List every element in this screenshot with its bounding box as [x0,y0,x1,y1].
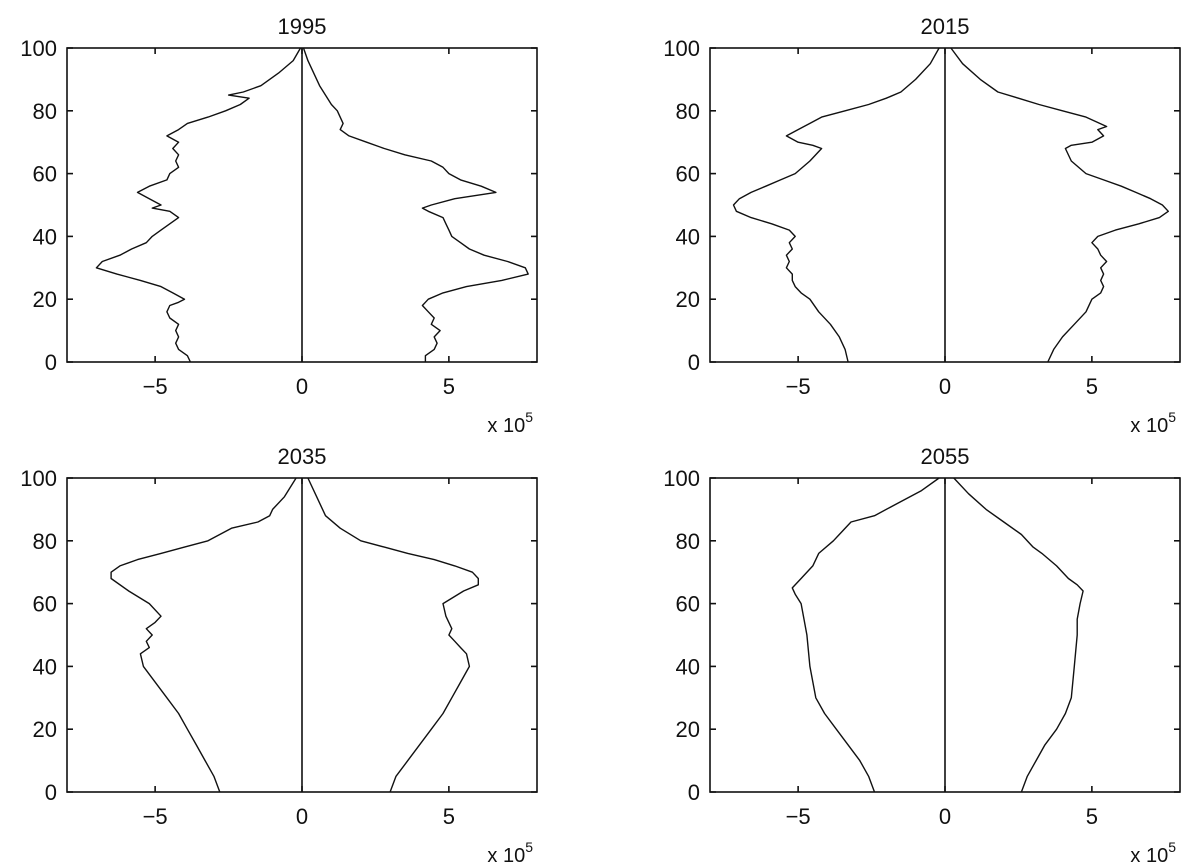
y-tick-label: 80 [33,529,57,554]
x-tick-label: 0 [939,804,951,829]
y-tick-label: 60 [676,162,700,187]
y-tick-label: 80 [33,99,57,124]
y-tick-label: 20 [33,717,57,742]
x-tick-label: 0 [939,374,951,399]
y-tick-label: 80 [676,99,700,124]
x-scale-base: x 10 [1130,845,1168,865]
x-scale-exponent: 5 [525,409,533,425]
y-tick-label: 0 [688,350,700,375]
x-tick-label: 5 [443,374,455,399]
x-scale-exponent: 5 [1168,839,1176,855]
y-tick-label: 40 [676,654,700,679]
panel-title: 2035 [278,444,327,469]
x-tick-label: −5 [786,804,811,829]
y-tick-label: 60 [676,592,700,617]
x-scale-exponent: 5 [1168,409,1176,425]
profile-line-right [307,477,479,793]
x-scale-multiplier: x 105 [1130,839,1176,865]
x-scale-base: x 10 [487,415,525,437]
x-tick-label: 0 [296,804,308,829]
x-tick-label: −5 [143,374,168,399]
y-tick-label: 20 [33,287,57,312]
y-tick-label: 40 [33,224,57,249]
x-scale-base: x 10 [487,845,525,865]
panel-title: 1995 [278,14,327,39]
y-tick-label: 100 [663,36,700,61]
y-tick-label: 40 [676,224,700,249]
profile-line-left [110,477,297,793]
y-tick-label: 60 [33,162,57,187]
y-tick-label: 80 [676,529,700,554]
y-tick-label: 0 [688,780,700,805]
y-tick-label: 20 [676,287,700,312]
y-tick-label: 100 [20,466,57,491]
x-tick-label: 5 [1086,374,1098,399]
x-tick-label: −5 [786,374,811,399]
y-tick-label: 0 [45,780,57,805]
profile-line-right [953,477,1084,793]
x-tick-label: 5 [1086,804,1098,829]
profile-line-left [732,47,940,363]
x-scale-base: x 10 [1130,415,1168,437]
y-tick-label: 60 [33,592,57,617]
y-tick-label: 40 [33,654,57,679]
y-tick-label: 100 [20,36,57,61]
y-tick-label: 100 [663,466,700,491]
x-scale-exponent: 5 [525,839,533,855]
x-scale-multiplier: x 105 [487,839,533,865]
x-scale-multiplier: x 105 [487,409,533,437]
x-tick-label: 0 [296,374,308,399]
y-tick-label: 0 [45,350,57,375]
profile-line-right [950,47,1170,363]
x-tick-label: −5 [143,804,168,829]
x-scale-multiplier: x 105 [1130,409,1176,437]
x-tick-label: 5 [443,804,455,829]
panel-title: 2055 [921,444,970,469]
panel-title: 2015 [921,14,970,39]
profile-line-left [95,47,302,363]
profile-line-right [302,47,529,362]
y-tick-label: 20 [676,717,700,742]
profile-line-left [791,477,940,793]
